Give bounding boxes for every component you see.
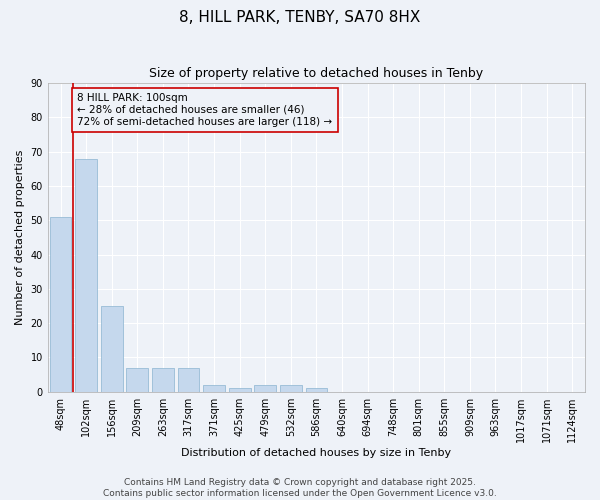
- Bar: [127, 368, 148, 392]
- Bar: [305, 388, 327, 392]
- Y-axis label: Number of detached properties: Number of detached properties: [15, 150, 25, 325]
- Bar: [75, 158, 97, 392]
- Text: Contains HM Land Registry data © Crown copyright and database right 2025.
Contai: Contains HM Land Registry data © Crown c…: [103, 478, 497, 498]
- Bar: [178, 368, 199, 392]
- Bar: [50, 217, 71, 392]
- Title: Size of property relative to detached houses in Tenby: Size of property relative to detached ho…: [149, 68, 484, 80]
- Bar: [203, 385, 225, 392]
- Text: 8 HILL PARK: 100sqm
← 28% of detached houses are smaller (46)
72% of semi-detach: 8 HILL PARK: 100sqm ← 28% of detached ho…: [77, 94, 332, 126]
- Bar: [280, 385, 302, 392]
- Bar: [152, 368, 174, 392]
- Bar: [254, 385, 276, 392]
- X-axis label: Distribution of detached houses by size in Tenby: Distribution of detached houses by size …: [181, 448, 451, 458]
- Text: 8, HILL PARK, TENBY, SA70 8HX: 8, HILL PARK, TENBY, SA70 8HX: [179, 10, 421, 25]
- Bar: [229, 388, 251, 392]
- Bar: [101, 306, 122, 392]
